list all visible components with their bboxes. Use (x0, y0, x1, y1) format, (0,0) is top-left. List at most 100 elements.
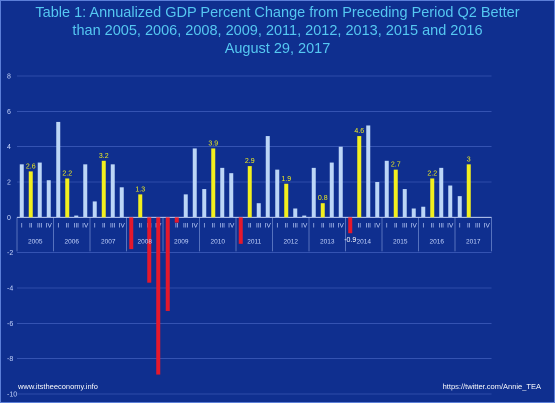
bar (284, 183, 289, 218)
y-tick-label: 0 (7, 215, 11, 222)
data-label: 1.3 (135, 186, 145, 193)
bar (129, 217, 134, 250)
bar (430, 178, 435, 218)
bar (411, 208, 416, 218)
year-tick-label: 2006 (65, 238, 80, 245)
data-label: -0.9 (344, 237, 356, 244)
year-tick-label: 2011 (247, 238, 261, 245)
bar (147, 217, 152, 283)
bar (265, 136, 270, 218)
year-tick-label: 2015 (393, 238, 408, 245)
bar (101, 160, 106, 218)
bar (37, 162, 42, 218)
quarter-tick-label: III (475, 222, 481, 229)
year-tick-label: 2009 (174, 238, 189, 245)
quarter-tick-label: II (357, 222, 361, 229)
quarter-tick-label: I (21, 222, 23, 229)
bar (211, 148, 216, 218)
quarter-tick-label: I (203, 222, 205, 229)
year-tick-label: 2005 (28, 238, 43, 245)
quarter-tick-label: II (321, 222, 325, 229)
bar (46, 180, 51, 218)
y-tick-label: 4 (7, 144, 11, 151)
bar (56, 121, 61, 218)
quarter-tick-label: IV (119, 222, 126, 229)
quarter-tick-label: I (57, 222, 59, 229)
year-tick-label: 2007 (101, 238, 116, 245)
y-tick-label: -10 (7, 392, 17, 399)
bar (466, 164, 471, 218)
data-label: 1.9 (281, 176, 291, 183)
bar (393, 169, 398, 218)
year-tick-label: 2013 (320, 238, 335, 245)
quarter-tick-label: II (248, 222, 252, 229)
footer-twitter: https://twitter.com/Annie_TEA (442, 382, 541, 391)
quarter-tick-label: III (256, 222, 262, 229)
quarter-tick-label: I (94, 222, 96, 229)
y-tick-label: -6 (7, 321, 13, 328)
data-label: 3 (467, 156, 471, 163)
data-label: 3.2 (99, 153, 109, 160)
y-tick-label: 2 (7, 180, 11, 187)
year-tick-label: 2017 (466, 238, 481, 245)
data-label: 3.9 (208, 140, 218, 147)
data-label: 0.8 (318, 195, 328, 202)
quarter-tick-label: IV (484, 222, 491, 229)
bar (28, 171, 33, 218)
quarter-tick-label: II (394, 222, 398, 229)
year-tick-label: 2008 (138, 238, 153, 245)
y-tick-label: 6 (7, 109, 11, 116)
bar (302, 215, 307, 218)
y-tick-label: -8 (7, 356, 13, 363)
quarter-tick-label: III (293, 222, 299, 229)
data-label: 2.7 (391, 162, 401, 169)
year-tick-label: 2012 (284, 238, 299, 245)
quarter-tick-label: I (386, 222, 388, 229)
quarter-tick-label: I (459, 222, 461, 229)
quarter-tick-label: IV (265, 222, 272, 229)
bar (119, 187, 124, 218)
bar (192, 148, 197, 218)
bar (247, 166, 252, 218)
bar (275, 169, 280, 218)
footer-website: www.itstheeconomy.info (18, 382, 98, 391)
bar (402, 189, 407, 218)
data-label: 2.2 (427, 170, 437, 177)
quarter-tick-label: IV (228, 222, 235, 229)
bar (329, 162, 334, 218)
year-tick-label: 2014 (357, 238, 372, 245)
y-tick-label: -2 (7, 250, 13, 257)
bar (229, 173, 234, 218)
bar (238, 217, 243, 244)
year-tick-label: 2010 (211, 238, 226, 245)
data-label: 4.6 (354, 128, 364, 135)
y-tick-label: 8 (7, 74, 11, 81)
bar (74, 215, 79, 218)
quarter-tick-label: II (211, 222, 215, 229)
quarter-tick-label: IV (192, 222, 199, 229)
quarter-tick-label: II (467, 222, 471, 229)
bar (448, 185, 453, 218)
bar (220, 167, 225, 218)
y-tick-label: -4 (7, 286, 13, 293)
bar (421, 206, 426, 218)
bar (183, 194, 188, 218)
quarter-tick-label: I (276, 222, 278, 229)
quarter-tick-label: III (366, 222, 372, 229)
bar (256, 203, 261, 218)
bar (357, 136, 362, 218)
quarter-tick-label: II (284, 222, 288, 229)
bar (156, 217, 161, 375)
bar (174, 217, 179, 223)
quarter-tick-label: III (402, 222, 408, 229)
quarter-tick-label: III (183, 222, 189, 229)
quarter-tick-label: III (329, 222, 335, 229)
year-tick-label: 2016 (430, 238, 445, 245)
bar (320, 203, 325, 218)
quarter-tick-label: IV (46, 222, 53, 229)
bar (19, 164, 24, 218)
quarter-tick-label: III (220, 222, 226, 229)
data-label: 2.6 (26, 163, 36, 170)
quarter-tick-label: II (102, 222, 106, 229)
